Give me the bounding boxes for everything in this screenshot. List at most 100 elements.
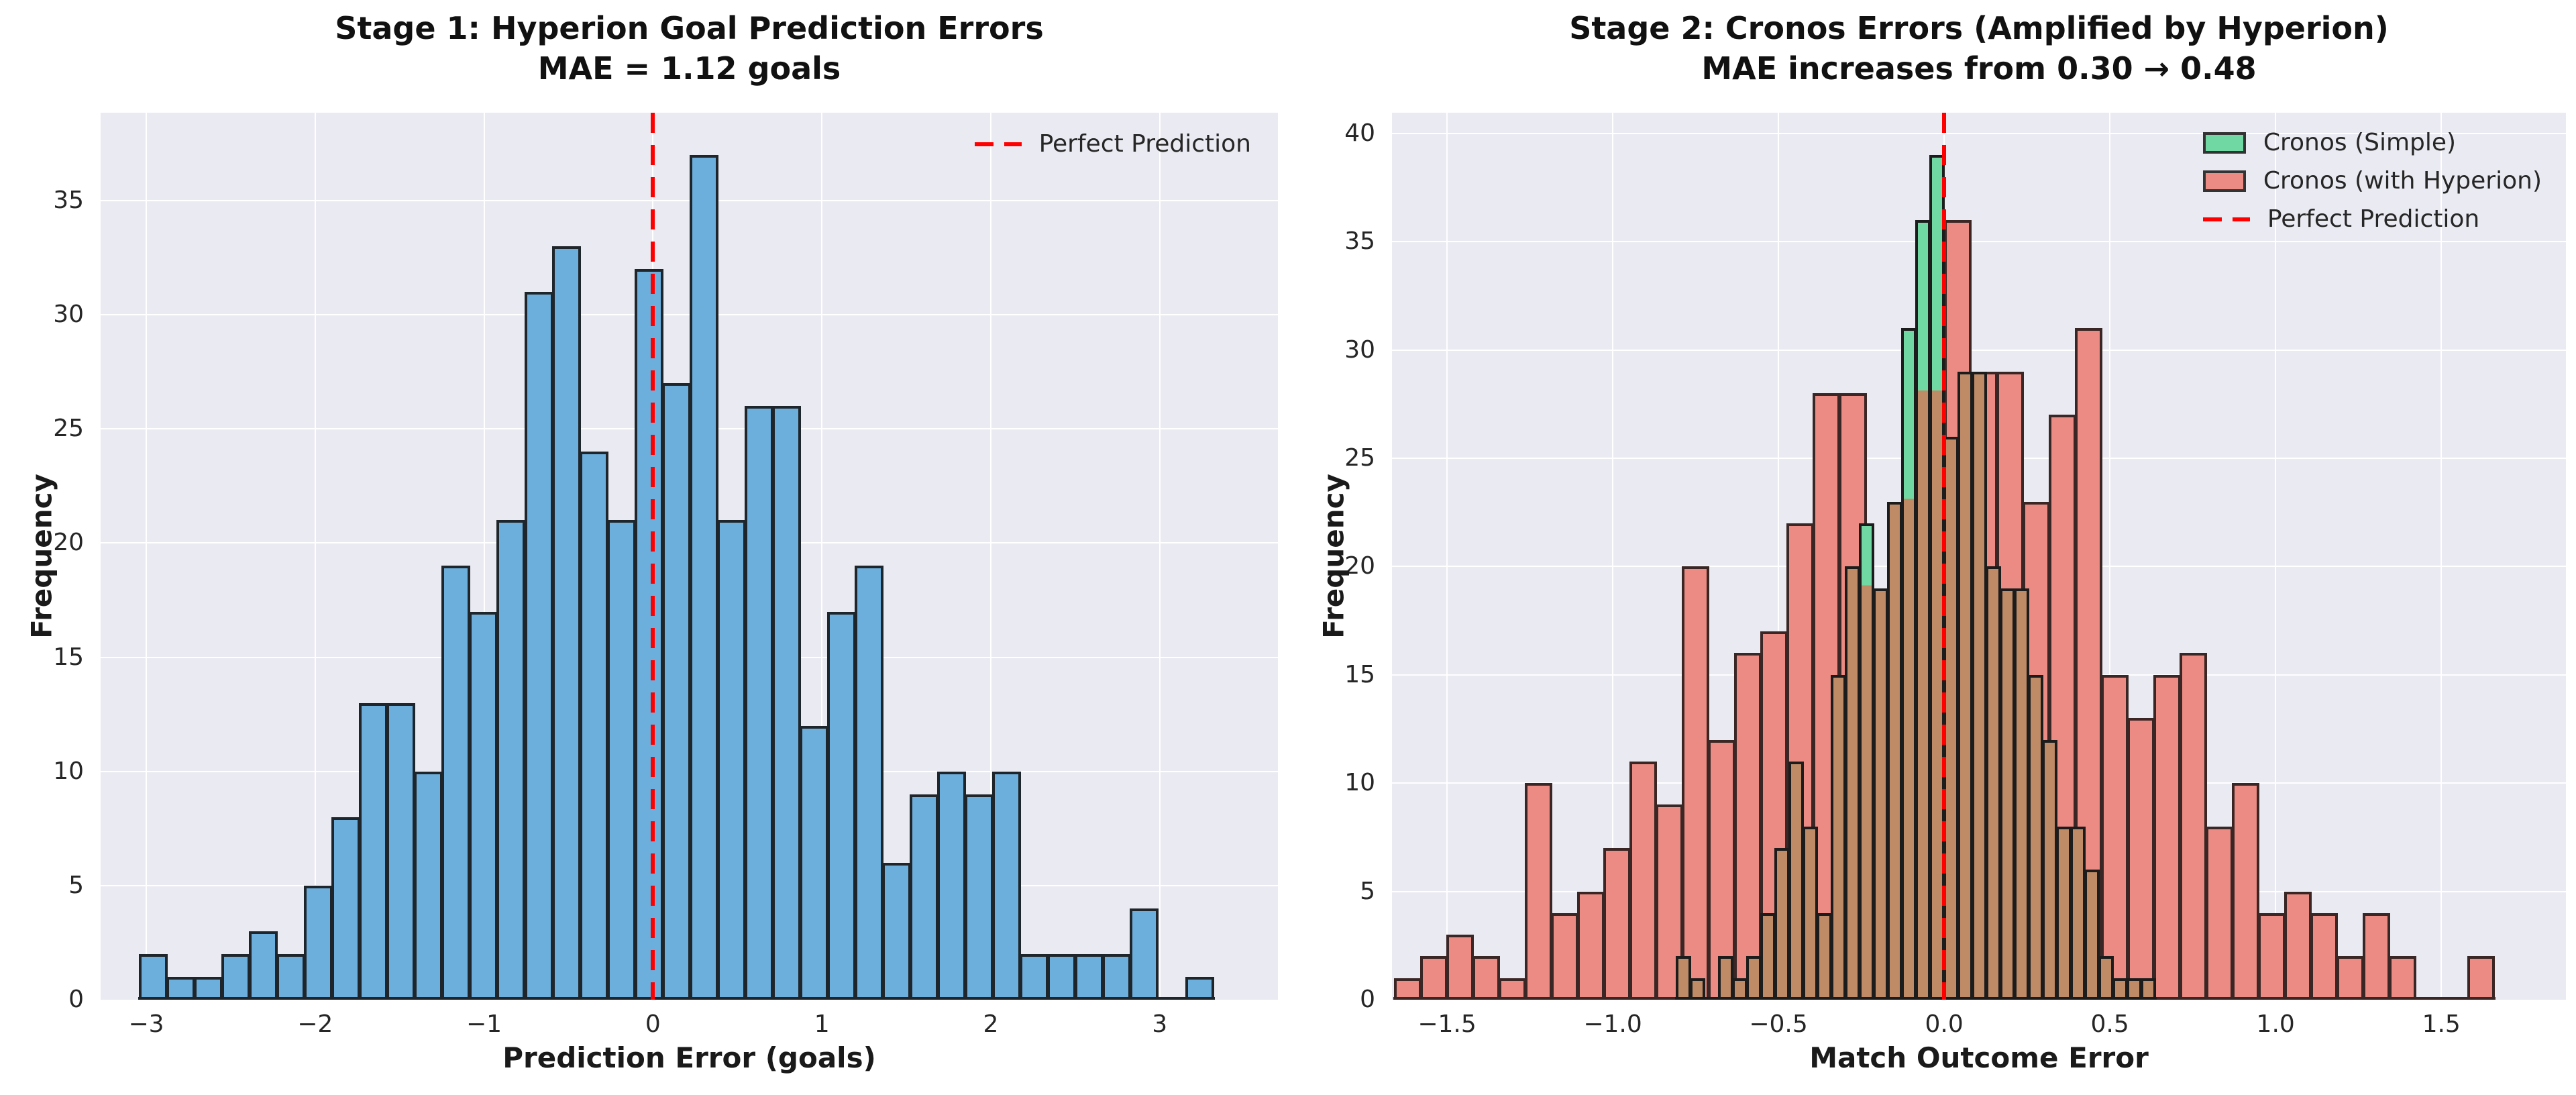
- gridline-x: [821, 113, 823, 1000]
- histogram-bar: [1774, 848, 1790, 1000]
- x-tick-label: 2: [983, 1010, 999, 1038]
- histogram-bar: [1102, 953, 1132, 1000]
- histogram-bar: [1760, 912, 1776, 1000]
- histogram-bar: [965, 794, 994, 1000]
- y-tick-label: 5: [1360, 877, 1375, 905]
- histogram-bar: [1817, 912, 1833, 1000]
- histogram-bar: [1831, 674, 1847, 1000]
- histogram-bar: [1915, 219, 1931, 1000]
- histogram-bar: [414, 771, 443, 1000]
- histogram-bar: [1577, 891, 1605, 1000]
- y-tick-label: 0: [1360, 986, 1375, 1013]
- x-tick-label: −1.5: [1417, 1010, 1477, 1038]
- histogram-bar: [1788, 761, 1805, 1000]
- histogram-bar: [2098, 956, 2114, 1000]
- legend-label: Cronos (Simple): [2263, 129, 2457, 156]
- stage1-legend: Perfect Prediction: [974, 130, 1251, 158]
- histogram-bar: [1629, 761, 1658, 1000]
- histogram-bar: [1803, 826, 1819, 1000]
- gridline-y: [1392, 349, 2566, 351]
- y-tick-label: 15: [1344, 660, 1375, 688]
- histogram-bar: [441, 566, 471, 1000]
- legend-item-perfect-prediction: Perfect Prediction: [2202, 205, 2542, 233]
- y-tick-label: 25: [53, 415, 84, 443]
- x-tick-label: 0.0: [1925, 1010, 1964, 1038]
- histogram-bar: [606, 520, 636, 1000]
- histogram-bar: [1732, 978, 1748, 1000]
- histogram-bar: [1551, 912, 1579, 1000]
- y-tick-label: 30: [53, 301, 84, 329]
- gridline-x: [1446, 113, 1448, 1000]
- legend-item-cronos-simple: Cronos (Simple): [2202, 129, 2542, 156]
- stage2-title-line2: MAE increases from 0.30 → 0.48: [1701, 50, 2257, 87]
- histogram-bar: [1718, 956, 1734, 1000]
- legend-item-cronos-hyperion: Cronos (with Hyperion): [2202, 167, 2542, 195]
- histogram-bar: [166, 976, 195, 1000]
- gridline-x: [1159, 113, 1161, 1000]
- histogram-bar: [2127, 718, 2155, 1000]
- histogram-bar: [689, 154, 718, 1000]
- histogram-bar: [771, 406, 801, 1000]
- histogram-bar: [716, 520, 746, 1000]
- histogram-bar: [1972, 371, 1988, 1000]
- gridline-y: [101, 200, 1278, 201]
- y-tick-label: 10: [1344, 769, 1375, 797]
- stage2-xlabel: Match Outcome Error: [1809, 1041, 2149, 1074]
- x-tick-label: −1.0: [1583, 1010, 1642, 1038]
- histogram-bar: [1957, 371, 1974, 1000]
- histogram-bar: [1393, 978, 1421, 1000]
- histogram-bar: [1734, 653, 1762, 1000]
- x-tick-label: 1.0: [2256, 1010, 2295, 1038]
- histogram-bar: [2100, 674, 2129, 1000]
- gridline-x: [989, 113, 991, 1000]
- red-dash-icon: [2202, 217, 2250, 221]
- histogram-bar: [1472, 956, 1501, 1000]
- histogram-bar: [469, 611, 498, 1000]
- histogram-bar: [1682, 566, 1710, 1000]
- y-tick-label: 25: [1344, 444, 1375, 472]
- histogram-bar: [992, 771, 1022, 1000]
- histogram-bar: [386, 702, 416, 1000]
- x-tick-label: 0.5: [2090, 1010, 2129, 1038]
- x-tick-label: 0: [645, 1010, 661, 1038]
- histogram-bar: [551, 246, 581, 1000]
- histogram-bar: [661, 383, 691, 1000]
- histogram-bar: [1676, 956, 1692, 1000]
- histogram-bar: [2112, 978, 2129, 1000]
- histogram-bar: [1446, 935, 1474, 1000]
- histogram-bar: [1859, 523, 1875, 1000]
- histogram-bar: [249, 931, 278, 1000]
- green-patch-icon: [2202, 132, 2246, 154]
- histogram-bar: [1499, 978, 1527, 1000]
- histogram-bar: [2127, 978, 2143, 1000]
- histogram-bar: [276, 953, 306, 1000]
- gridline-x: [1612, 113, 1614, 1000]
- histogram-bar: [2014, 588, 2030, 1000]
- histogram-bar: [1887, 501, 1903, 1000]
- histogram-bar: [826, 611, 856, 1000]
- histogram-bar: [634, 269, 663, 1000]
- histogram-bar: [2231, 783, 2259, 1000]
- y-tick-label: 20: [1344, 552, 1375, 580]
- histogram-bar: [331, 817, 361, 1000]
- histogram-bar: [1525, 783, 1553, 1000]
- stage1-xlabel: Prediction Error (goals): [502, 1041, 876, 1074]
- perfect-prediction-line: [1942, 113, 1947, 1000]
- histogram-bar: [1690, 978, 1706, 1000]
- histogram-bar: [937, 771, 967, 1000]
- histogram-bar: [1075, 953, 1104, 1000]
- stage1-title-line1: Stage 1: Hyperion Goal Prediction Errors: [335, 10, 1044, 46]
- x-tick-label: −0.5: [1749, 1010, 1808, 1038]
- legend-label: Perfect Prediction: [1038, 130, 1251, 158]
- gridline-x: [1778, 113, 1780, 1000]
- histogram-bar: [138, 953, 168, 1000]
- x-tick-label: −1: [466, 1010, 502, 1038]
- histogram-bar: [910, 794, 939, 1000]
- histogram-bar: [524, 292, 553, 1000]
- red-dash-icon: [974, 142, 1022, 146]
- histogram-bar: [2028, 674, 2044, 1000]
- stage1-title: Stage 1: Hyperion Goal Prediction Errors…: [101, 8, 1278, 89]
- histogram-bar: [1845, 566, 1861, 1000]
- y-tick-label: 15: [53, 643, 84, 671]
